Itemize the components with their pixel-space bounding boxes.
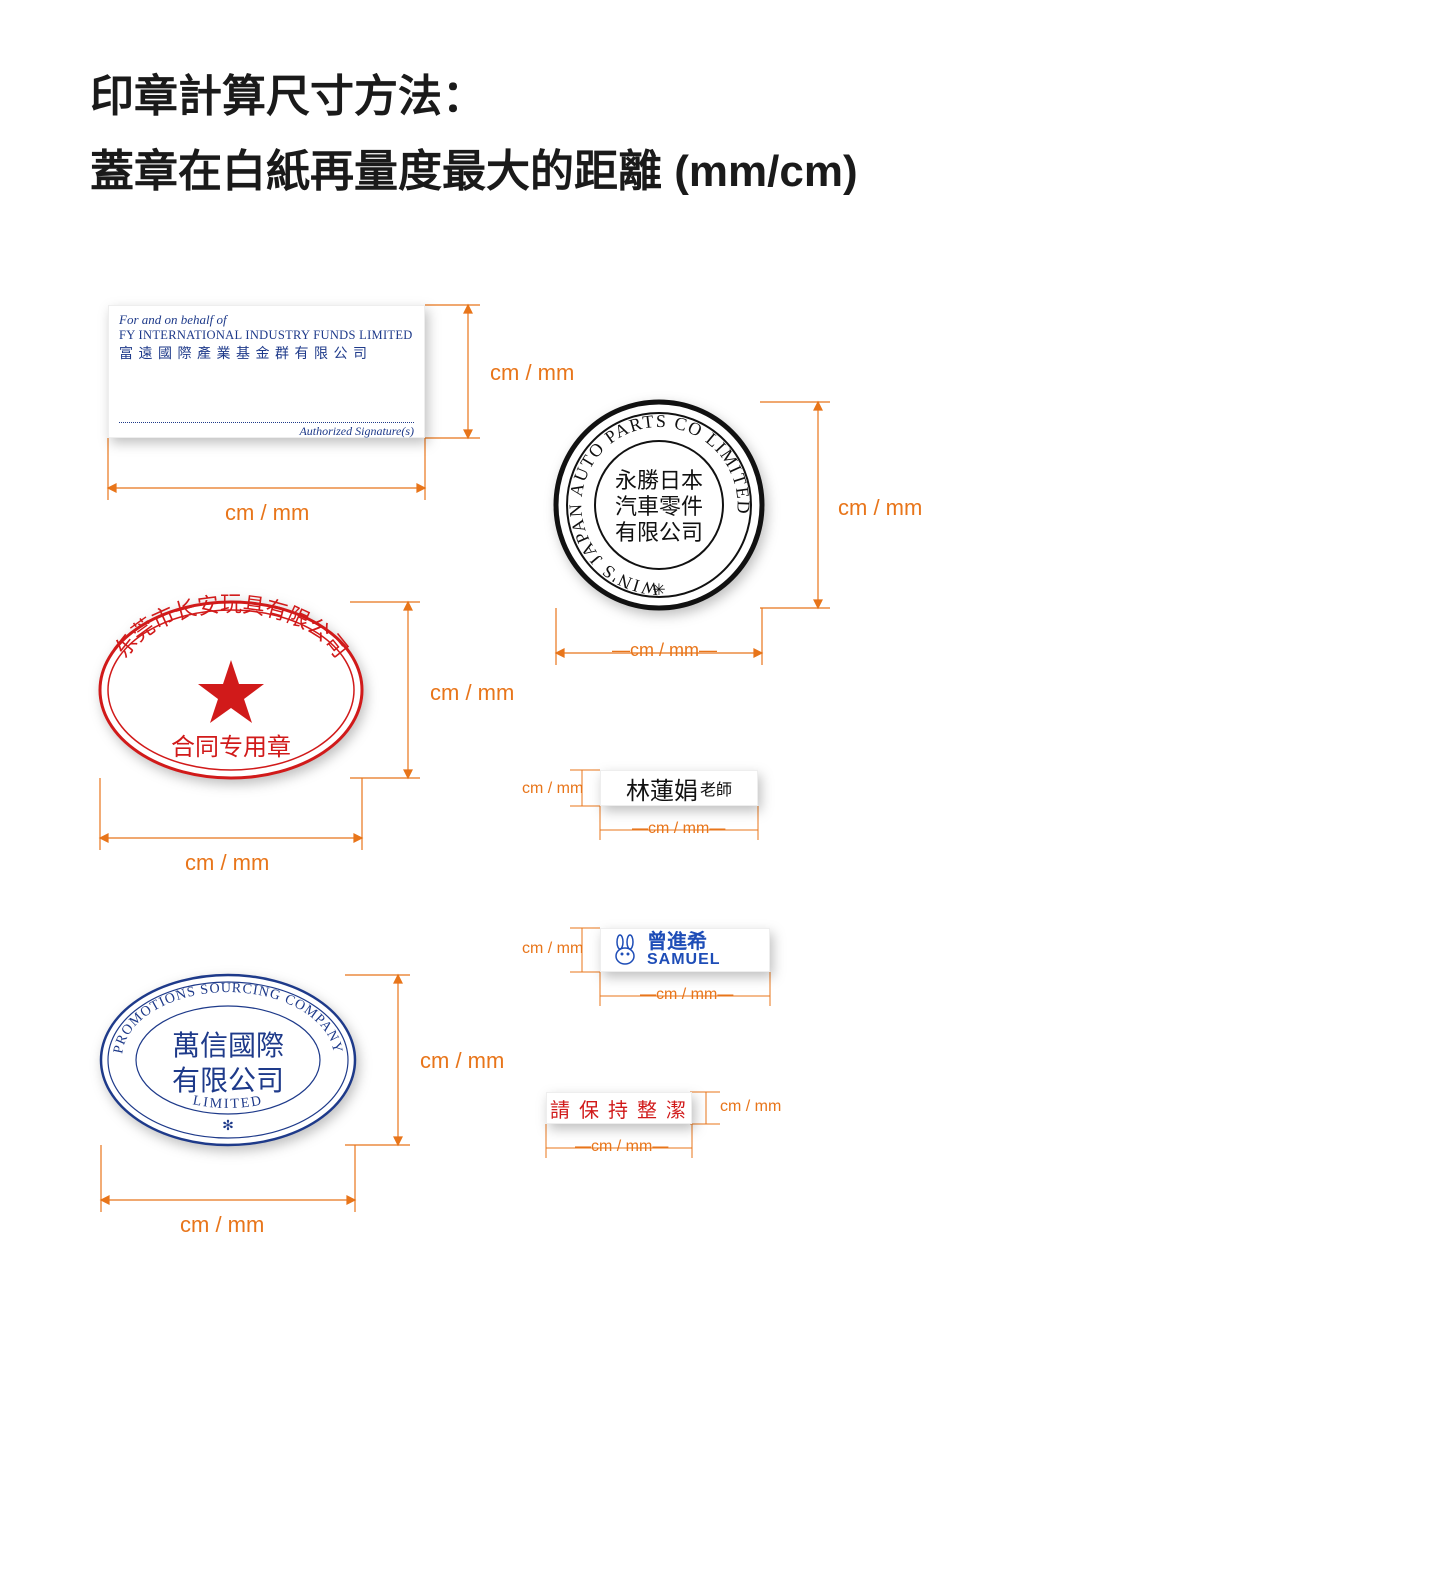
dim-label: —cm / mm— [575, 1138, 668, 1156]
stamp-small-clean: 請 保 持 整 潔 [546, 1092, 692, 1124]
dim-label: cm / mm [720, 1098, 781, 1116]
small3-text: 請 保 持 整 潔 [550, 1094, 688, 1123]
